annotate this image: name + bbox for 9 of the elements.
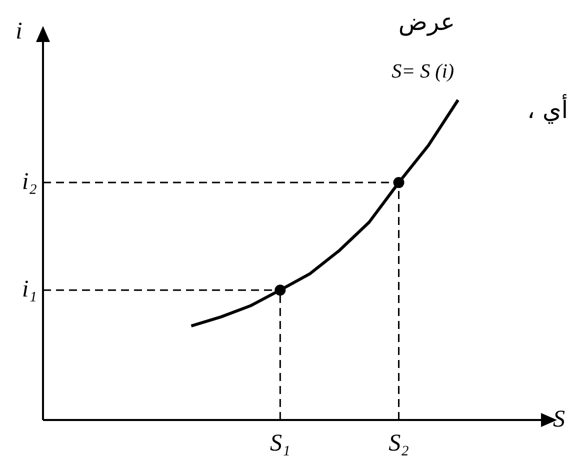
x-tick-label: S₁	[270, 430, 290, 456]
ref-line-label: i₁	[22, 276, 37, 302]
text: عرض	[398, 8, 455, 36]
annotation: ، أي	[527, 94, 568, 124]
x-axis-title: S	[553, 406, 565, 432]
x-tick-label: S₂	[388, 430, 409, 456]
ref-line-label: i₂	[22, 168, 37, 195]
y-axis-title: i	[16, 18, 22, 44]
series-label: S= S (i)	[392, 60, 454, 82]
